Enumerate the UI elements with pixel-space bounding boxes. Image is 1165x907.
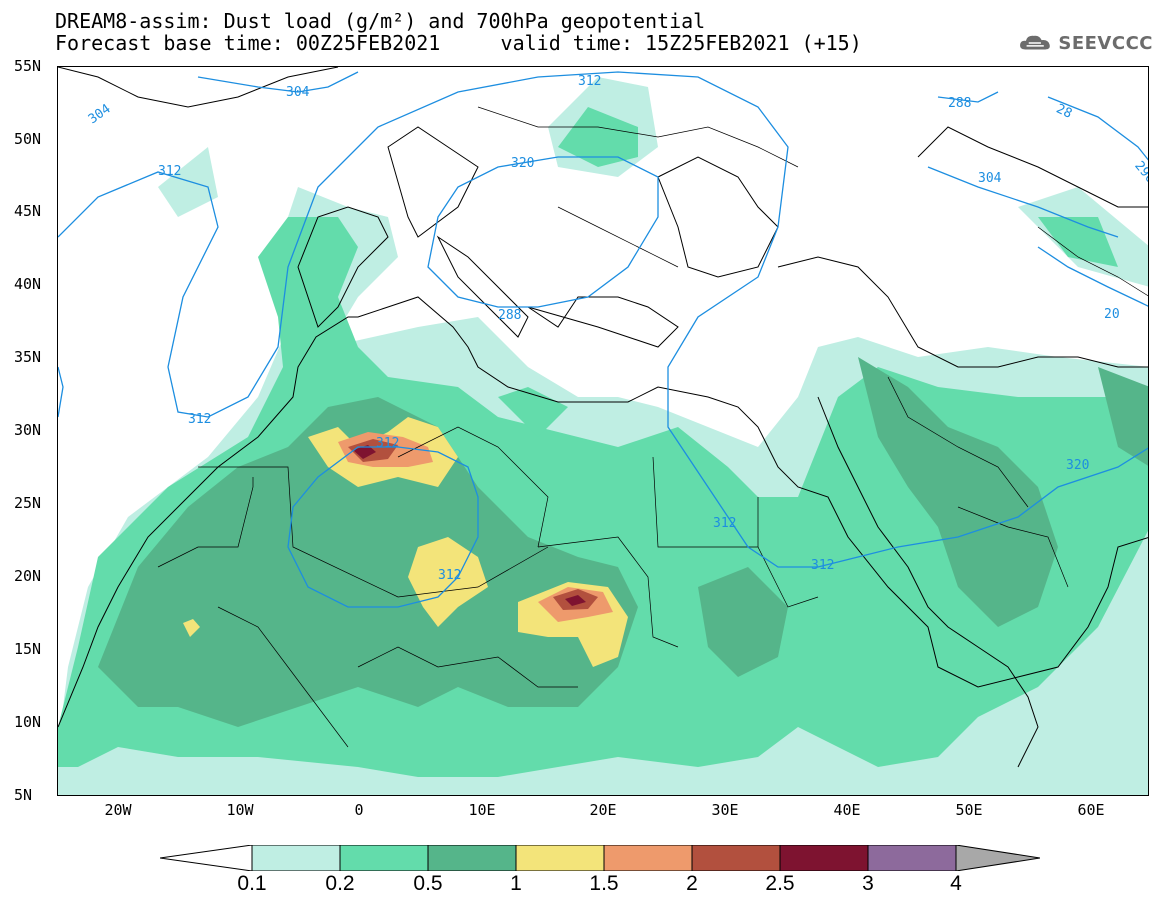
lon-label: 20W [104, 801, 132, 819]
colorbar-swatch [515, 845, 605, 871]
contour-label: 304 [286, 85, 310, 100]
lon-label: 60E [1077, 801, 1105, 819]
lat-label: 25N [14, 494, 42, 512]
colorbar-tick: 0.1 [237, 872, 267, 895]
colorbar-swatch [427, 845, 517, 871]
map-subtitle: Forecast base time: 00Z25FEB2021 valid t… [55, 32, 862, 54]
cloud-icon [1020, 35, 1050, 50]
colorbar-tick: 0.2 [325, 872, 355, 895]
seevccc-logo: SEEVCCC [1018, 28, 1153, 58]
contour-label: 312 [713, 516, 736, 531]
logo-text: SEEVCCC [1058, 32, 1153, 54]
lat-label: 40N [14, 275, 42, 293]
colorbar [160, 845, 1040, 871]
colorbar-swatch [779, 845, 869, 871]
colorbar-tick: 0.5 [413, 872, 443, 895]
colorbar-swatch [160, 845, 253, 871]
geopotential-contours [58, 71, 1148, 608]
contour-label: 312 [811, 558, 834, 573]
forecast-base-time: Forecast base time: 00Z25FEB2021 [55, 31, 441, 55]
map-title: DREAM8-assim: Dust load (g/m²) and 700hP… [55, 9, 706, 33]
lat-label: 5N [14, 786, 33, 804]
dust-layer-0-5 [98, 357, 1148, 727]
colorbar-tick: 2 [686, 872, 698, 895]
colorbar-swatch [339, 845, 429, 871]
lon-label: 10E [468, 801, 496, 819]
lon-label: 30E [711, 801, 739, 819]
lon-label: 20E [589, 801, 617, 819]
lat-label: 20N [14, 567, 42, 585]
lon-label: 10W [226, 801, 254, 819]
lat-label: 35N [14, 348, 42, 366]
contour-label: 320 [1066, 458, 1089, 473]
contour-label: 288 [948, 96, 971, 111]
lat-label: 55N [14, 57, 42, 75]
contour-label: 304 [86, 101, 114, 127]
contour-label: 312 [438, 568, 461, 583]
colorbar-tick: 3 [862, 872, 874, 895]
colorbar-swatch [251, 845, 341, 871]
colorbar-swatch [603, 845, 693, 871]
contour-label: 28 [1054, 102, 1075, 122]
contour-label: 304 [978, 171, 1002, 186]
colorbar-tick: 2.5 [765, 872, 795, 895]
colorbar-tick: 1 [510, 872, 522, 895]
lon-label: 0 [354, 801, 364, 819]
contour-label: 312 [376, 436, 399, 451]
country-borders [157, 106, 1148, 748]
lat-label: 50N [14, 130, 42, 148]
map-canvas: 304 304 312 312 312 312 312 312 312 320 … [58, 67, 1149, 795]
contour-label: 312 [158, 164, 181, 179]
lat-label: 45N [14, 202, 42, 220]
contour-label: 312 [188, 412, 211, 427]
colorbar-swatch [691, 845, 781, 871]
lat-label: 10N [14, 713, 42, 731]
contour-label: 288 [498, 308, 521, 323]
contour-label: 320 [511, 156, 534, 171]
map-area[interactable]: 304 304 312 312 312 312 312 312 312 320 … [57, 66, 1149, 796]
lat-label: 30N [14, 421, 42, 439]
valid-time: valid time: 15Z25FEB2021 (+15) [500, 31, 862, 55]
contour-label: 20 [1104, 307, 1120, 322]
colorbar-tick: 1.5 [589, 872, 619, 895]
dust-layer-2-5 [353, 445, 586, 606]
contour-label: 312 [578, 74, 601, 89]
colorbar-swatch [955, 845, 1040, 871]
colorbar-swatch [867, 845, 957, 871]
colorbar-tick: 4 [950, 872, 962, 895]
contour-label: 296 [1131, 159, 1149, 187]
lon-label: 40E [833, 801, 861, 819]
lat-label: 15N [14, 640, 42, 658]
coastlines [58, 67, 1148, 768]
lon-label: 50E [955, 801, 983, 819]
